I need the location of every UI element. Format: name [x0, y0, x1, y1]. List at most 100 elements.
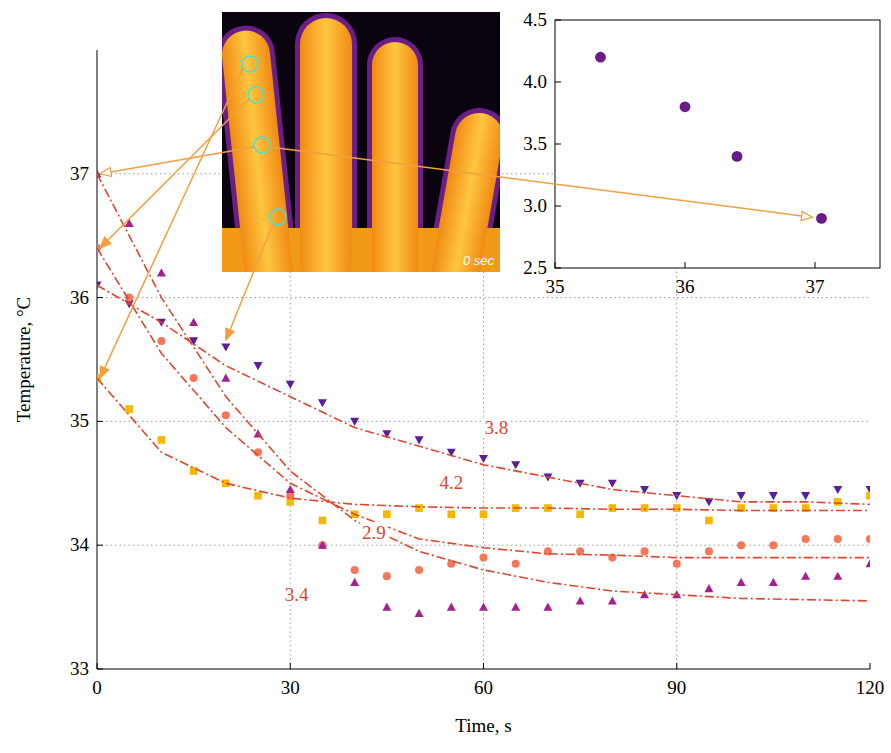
x-tick-label: 30 [281, 677, 300, 698]
data-point [543, 603, 552, 611]
data-point [576, 596, 585, 604]
fit-label-text: 3.4 [285, 584, 309, 605]
data-point [732, 151, 743, 162]
label-patch [283, 584, 311, 605]
y-tick-label: 4.5 [523, 9, 547, 30]
arrow-head [100, 167, 112, 176]
arrow-line [108, 99, 249, 240]
fit-label: 3.4 [283, 584, 311, 605]
inset-chart: 3536372.53.03.54.04.5 [523, 9, 880, 297]
y-tick-label: 3.0 [523, 195, 547, 216]
data-point [802, 535, 810, 543]
data-point [415, 609, 424, 617]
arrow-line [111, 147, 254, 172]
data-point [595, 52, 606, 63]
data-point [737, 492, 746, 500]
data-point [866, 492, 870, 500]
data-point [221, 344, 230, 352]
measure-spot [270, 209, 286, 225]
y-tick-label: 36 [70, 287, 89, 308]
data-point [318, 399, 327, 407]
measure-spot [254, 137, 270, 153]
data-point [480, 510, 488, 518]
data-point [479, 603, 488, 611]
data-point [834, 535, 842, 543]
data-point [866, 535, 870, 543]
y-tick [97, 297, 103, 298]
scatter-series [97, 282, 870, 507]
y-axis-line [97, 50, 98, 669]
data-point [158, 436, 166, 444]
data-point [705, 517, 713, 525]
x-tick-label: 36 [676, 276, 695, 297]
y-tick [97, 421, 103, 422]
data-point [318, 541, 326, 549]
data-point [447, 603, 456, 611]
data-point [769, 541, 777, 549]
x-tick [870, 663, 871, 669]
data-point [189, 318, 198, 326]
label-patch [437, 472, 465, 493]
data-point [221, 374, 230, 382]
data-point [415, 436, 424, 444]
data-point [833, 486, 842, 494]
data-point [157, 337, 165, 345]
finger-glow [367, 37, 423, 272]
data-point [609, 504, 617, 512]
data-point [254, 492, 262, 500]
data-point [576, 510, 584, 518]
data-point [512, 560, 520, 568]
y-tick [97, 669, 103, 670]
data-point [833, 572, 842, 580]
data-point [383, 572, 391, 580]
arrow-head [100, 366, 109, 378]
y-tick [555, 268, 561, 269]
fit-label: 3.8 [483, 417, 511, 438]
measure-spot [242, 56, 258, 72]
data-point [801, 572, 810, 580]
x-tick-label: 90 [667, 677, 686, 698]
x-tick [290, 663, 291, 669]
data-point [382, 603, 391, 611]
finger [372, 42, 418, 272]
x-tick [555, 262, 556, 268]
thermal-content [222, 12, 500, 272]
data-point [801, 492, 810, 500]
y-tick-label: 3.5 [523, 133, 547, 154]
data-point [318, 541, 327, 549]
y-tick [97, 545, 103, 546]
fit-line [97, 248, 870, 558]
scatter-series [595, 52, 827, 224]
arrow-line [105, 68, 243, 368]
data-point [125, 405, 133, 413]
y-tick-label: 2.5 [523, 257, 547, 278]
data-point [190, 374, 198, 382]
data-point [704, 584, 713, 592]
data-point [866, 559, 871, 567]
data-point [816, 213, 827, 224]
arrow-head [226, 328, 234, 340]
y-tick [555, 20, 561, 21]
data-point [511, 461, 520, 469]
measure-spot [248, 87, 264, 103]
fit-line [97, 285, 870, 504]
y-tick-label: 37 [70, 163, 89, 184]
data-point [737, 541, 745, 549]
y-tick-label: 33 [70, 658, 89, 679]
fit-label: 4.2 [437, 472, 465, 493]
y-axis-title: Temperature, °C [13, 297, 34, 423]
arrow-line [230, 224, 273, 330]
chart-canvas: 03060901203334353637Time, sTemperature, … [0, 0, 891, 753]
data-point [383, 510, 391, 518]
data-point [608, 480, 617, 488]
label-patch [483, 417, 511, 438]
data-point [222, 411, 230, 419]
arrows [100, 68, 813, 378]
x-tick [676, 663, 677, 669]
x-tick-label: 120 [856, 677, 885, 698]
grid-line [97, 545, 870, 546]
data-point [769, 492, 778, 500]
data-point [447, 510, 455, 518]
data-point [350, 418, 359, 426]
label-patch [360, 522, 388, 543]
